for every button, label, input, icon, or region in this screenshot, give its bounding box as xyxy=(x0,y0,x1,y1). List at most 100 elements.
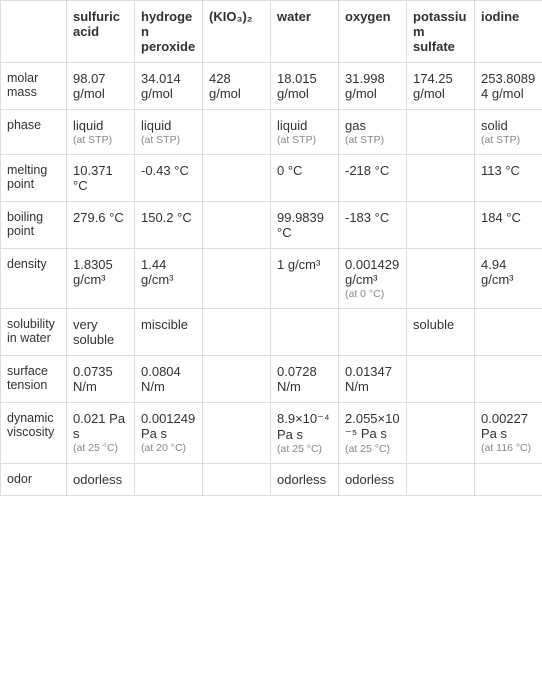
table-cell xyxy=(407,356,475,403)
table-cell: soluble xyxy=(407,309,475,356)
row-label: boiling point xyxy=(1,202,67,249)
table-cell xyxy=(203,110,271,155)
cell-value: 0.001429 g/cm³ xyxy=(345,257,399,287)
cell-value: 1.8305 g/cm³ xyxy=(73,257,113,287)
cell-value: 184 °C xyxy=(481,210,521,225)
table-cell: 0.021 Pa s(at 25 °C) xyxy=(67,403,135,464)
cell-value: liquid xyxy=(73,118,103,133)
table-cell xyxy=(407,155,475,202)
header-oxygen: oxygen xyxy=(339,1,407,63)
table-cell: 0.0804 N/m xyxy=(135,356,203,403)
table-cell xyxy=(203,403,271,464)
row-label: density xyxy=(1,249,67,309)
cell-value: 0.01347 N/m xyxy=(345,364,392,394)
row-label: dynamic viscosity xyxy=(1,403,67,464)
table-cell xyxy=(475,309,542,356)
table-cell: 184 °C xyxy=(475,202,542,249)
table-cell: 99.9839 °C xyxy=(271,202,339,249)
cell-note: (at STP) xyxy=(277,134,332,146)
cell-value: 31.998 g/mol xyxy=(345,71,385,101)
cell-note: (at STP) xyxy=(73,134,128,146)
table-cell xyxy=(203,249,271,309)
row-label: solubility in water xyxy=(1,309,67,356)
table-cell: 174.25 g/mol xyxy=(407,63,475,110)
table-row: boiling point 279.6 °C 150.2 °C 99.9839 °C-… xyxy=(1,202,542,249)
header-potassium-sulfate: potassium sulfate xyxy=(407,1,475,63)
table-row: melting point10.371 °C-0.43 °C 0 °C-218 °… xyxy=(1,155,542,202)
table-cell: odorless xyxy=(339,464,407,496)
cell-value: gas xyxy=(345,118,366,133)
cell-value: 8.9×10⁻⁴ Pa s xyxy=(277,411,330,442)
cell-value: 34.014 g/mol xyxy=(141,71,181,101)
cell-note: (at 0 °C) xyxy=(345,288,400,300)
cell-note: (at 25 °C) xyxy=(73,442,128,454)
table-cell xyxy=(407,249,475,309)
table-row: dynamic viscosity0.021 Pa s(at 25 °C)0.0… xyxy=(1,403,542,464)
cell-value: 0.0735 N/m xyxy=(73,364,113,394)
table-cell: -183 °C xyxy=(339,202,407,249)
cell-value: 1.44 g/cm³ xyxy=(141,257,174,287)
table-cell xyxy=(203,464,271,496)
table-cell: 0 °C xyxy=(271,155,339,202)
cell-value: liquid xyxy=(141,118,171,133)
table-cell: 428 g/mol xyxy=(203,63,271,110)
cell-value: 98.07 g/mol xyxy=(73,71,106,101)
properties-table: sulfuric acid hydrogen peroxide (KIO₃)₂ … xyxy=(0,0,542,496)
table-row: odor odorless odorless odorless xyxy=(1,464,542,496)
table-cell: odorless xyxy=(271,464,339,496)
table-cell: 253.80894 g/mol xyxy=(475,63,542,110)
header-iodine: iodine xyxy=(475,1,542,63)
cell-value: 253.80894 g/mol xyxy=(481,71,535,101)
header-kio3: (KIO₃)₂ xyxy=(203,1,271,63)
cell-note: (at STP) xyxy=(141,134,196,146)
table-cell: 0.0728 N/m xyxy=(271,356,339,403)
table-cell: 1 g/cm³ xyxy=(271,249,339,309)
cell-value: 0.00227 Pa s xyxy=(481,411,528,441)
table-cell: liquid(at STP) xyxy=(67,110,135,155)
cell-value: -183 °C xyxy=(345,210,389,225)
table-cell: 1.44 g/cm³ xyxy=(135,249,203,309)
table-cell xyxy=(135,464,203,496)
table-cell xyxy=(271,309,339,356)
table-cell: miscible xyxy=(135,309,203,356)
table-cell: -218 °C xyxy=(339,155,407,202)
table-cell: 1.8305 g/cm³ xyxy=(67,249,135,309)
cell-value: 18.015 g/mol xyxy=(277,71,317,101)
cell-value: 0.0728 N/m xyxy=(277,364,317,394)
row-label: surface tension xyxy=(1,356,67,403)
cell-value: odorless xyxy=(73,472,122,487)
table-cell: 0.01347 N/m xyxy=(339,356,407,403)
table-cell: 8.9×10⁻⁴ Pa s(at 25 °C) xyxy=(271,403,339,464)
cell-value: 0.021 Pa s xyxy=(73,411,125,441)
table-header-row: sulfuric acid hydrogen peroxide (KIO₃)₂ … xyxy=(1,1,542,63)
cell-value: very soluble xyxy=(73,317,114,347)
cell-value: 150.2 °C xyxy=(141,210,192,225)
cell-value: 428 g/mol xyxy=(209,71,241,101)
cell-note: (at 25 °C) xyxy=(277,443,332,455)
table-cell: -0.43 °C xyxy=(135,155,203,202)
table-cell: liquid(at STP) xyxy=(135,110,203,155)
table-cell: 279.6 °C xyxy=(67,202,135,249)
row-label: odor xyxy=(1,464,67,496)
cell-value: odorless xyxy=(277,472,326,487)
table-cell xyxy=(407,464,475,496)
table-cell: 4.94 g/cm³ xyxy=(475,249,542,309)
row-label: melting point xyxy=(1,155,67,202)
table-cell: 10.371 °C xyxy=(67,155,135,202)
table-cell: 34.014 g/mol xyxy=(135,63,203,110)
table-cell xyxy=(203,356,271,403)
cell-value: 0.0804 N/m xyxy=(141,364,181,394)
cell-note: (at 25 °C) xyxy=(345,443,400,455)
cell-value: soluble xyxy=(413,317,454,332)
table-cell: 0.0735 N/m xyxy=(67,356,135,403)
cell-value: miscible xyxy=(141,317,188,332)
table-cell xyxy=(339,309,407,356)
table-cell xyxy=(475,464,542,496)
table-cell: liquid(at STP) xyxy=(271,110,339,155)
cell-note: (at STP) xyxy=(481,134,536,146)
table-cell: 98.07 g/mol xyxy=(67,63,135,110)
cell-value: 279.6 °C xyxy=(73,210,124,225)
table-cell: 113 °C xyxy=(475,155,542,202)
table-cell: gas(at STP) xyxy=(339,110,407,155)
table-cell: 2.055×10⁻⁵ Pa s(at 25 °C) xyxy=(339,403,407,464)
